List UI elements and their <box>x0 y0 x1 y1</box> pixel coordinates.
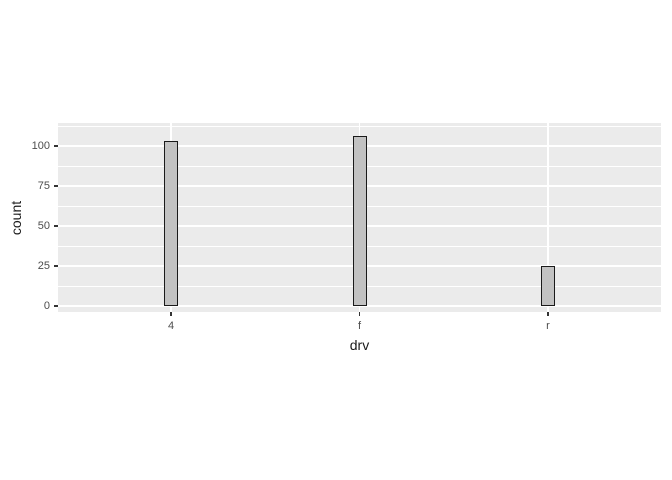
chart-panel <box>58 123 661 312</box>
y-tick-label-25: 25 <box>37 260 50 272</box>
gridline-major-x-r <box>547 123 549 312</box>
y-tick-mark-25 <box>54 265 58 267</box>
x-axis-title: drv <box>349 337 370 353</box>
x-tick-label-4: 4 <box>168 320 175 332</box>
x-tick-label-f: f <box>357 320 362 332</box>
y-tick-label-100: 100 <box>31 140 50 152</box>
y-axis-title: count <box>8 200 24 236</box>
y-tick-mark-50 <box>54 225 58 227</box>
x-tick-mark-f <box>358 312 361 316</box>
bar-f <box>352 136 367 306</box>
bar-r <box>540 266 555 306</box>
y-tick-mark-0 <box>54 305 58 307</box>
y-tick-label-0: 0 <box>43 300 50 312</box>
y-tick-mark-100 <box>54 145 58 147</box>
y-tick-label-75: 75 <box>37 180 50 192</box>
x-tick-mark-4 <box>170 312 172 316</box>
x-tick-label-r: r <box>546 320 550 332</box>
x-tick-mark-r <box>547 312 549 316</box>
bar-4 <box>164 141 179 306</box>
y-tick-mark-75 <box>54 185 58 187</box>
y-tick-label-50: 50 <box>37 220 50 232</box>
